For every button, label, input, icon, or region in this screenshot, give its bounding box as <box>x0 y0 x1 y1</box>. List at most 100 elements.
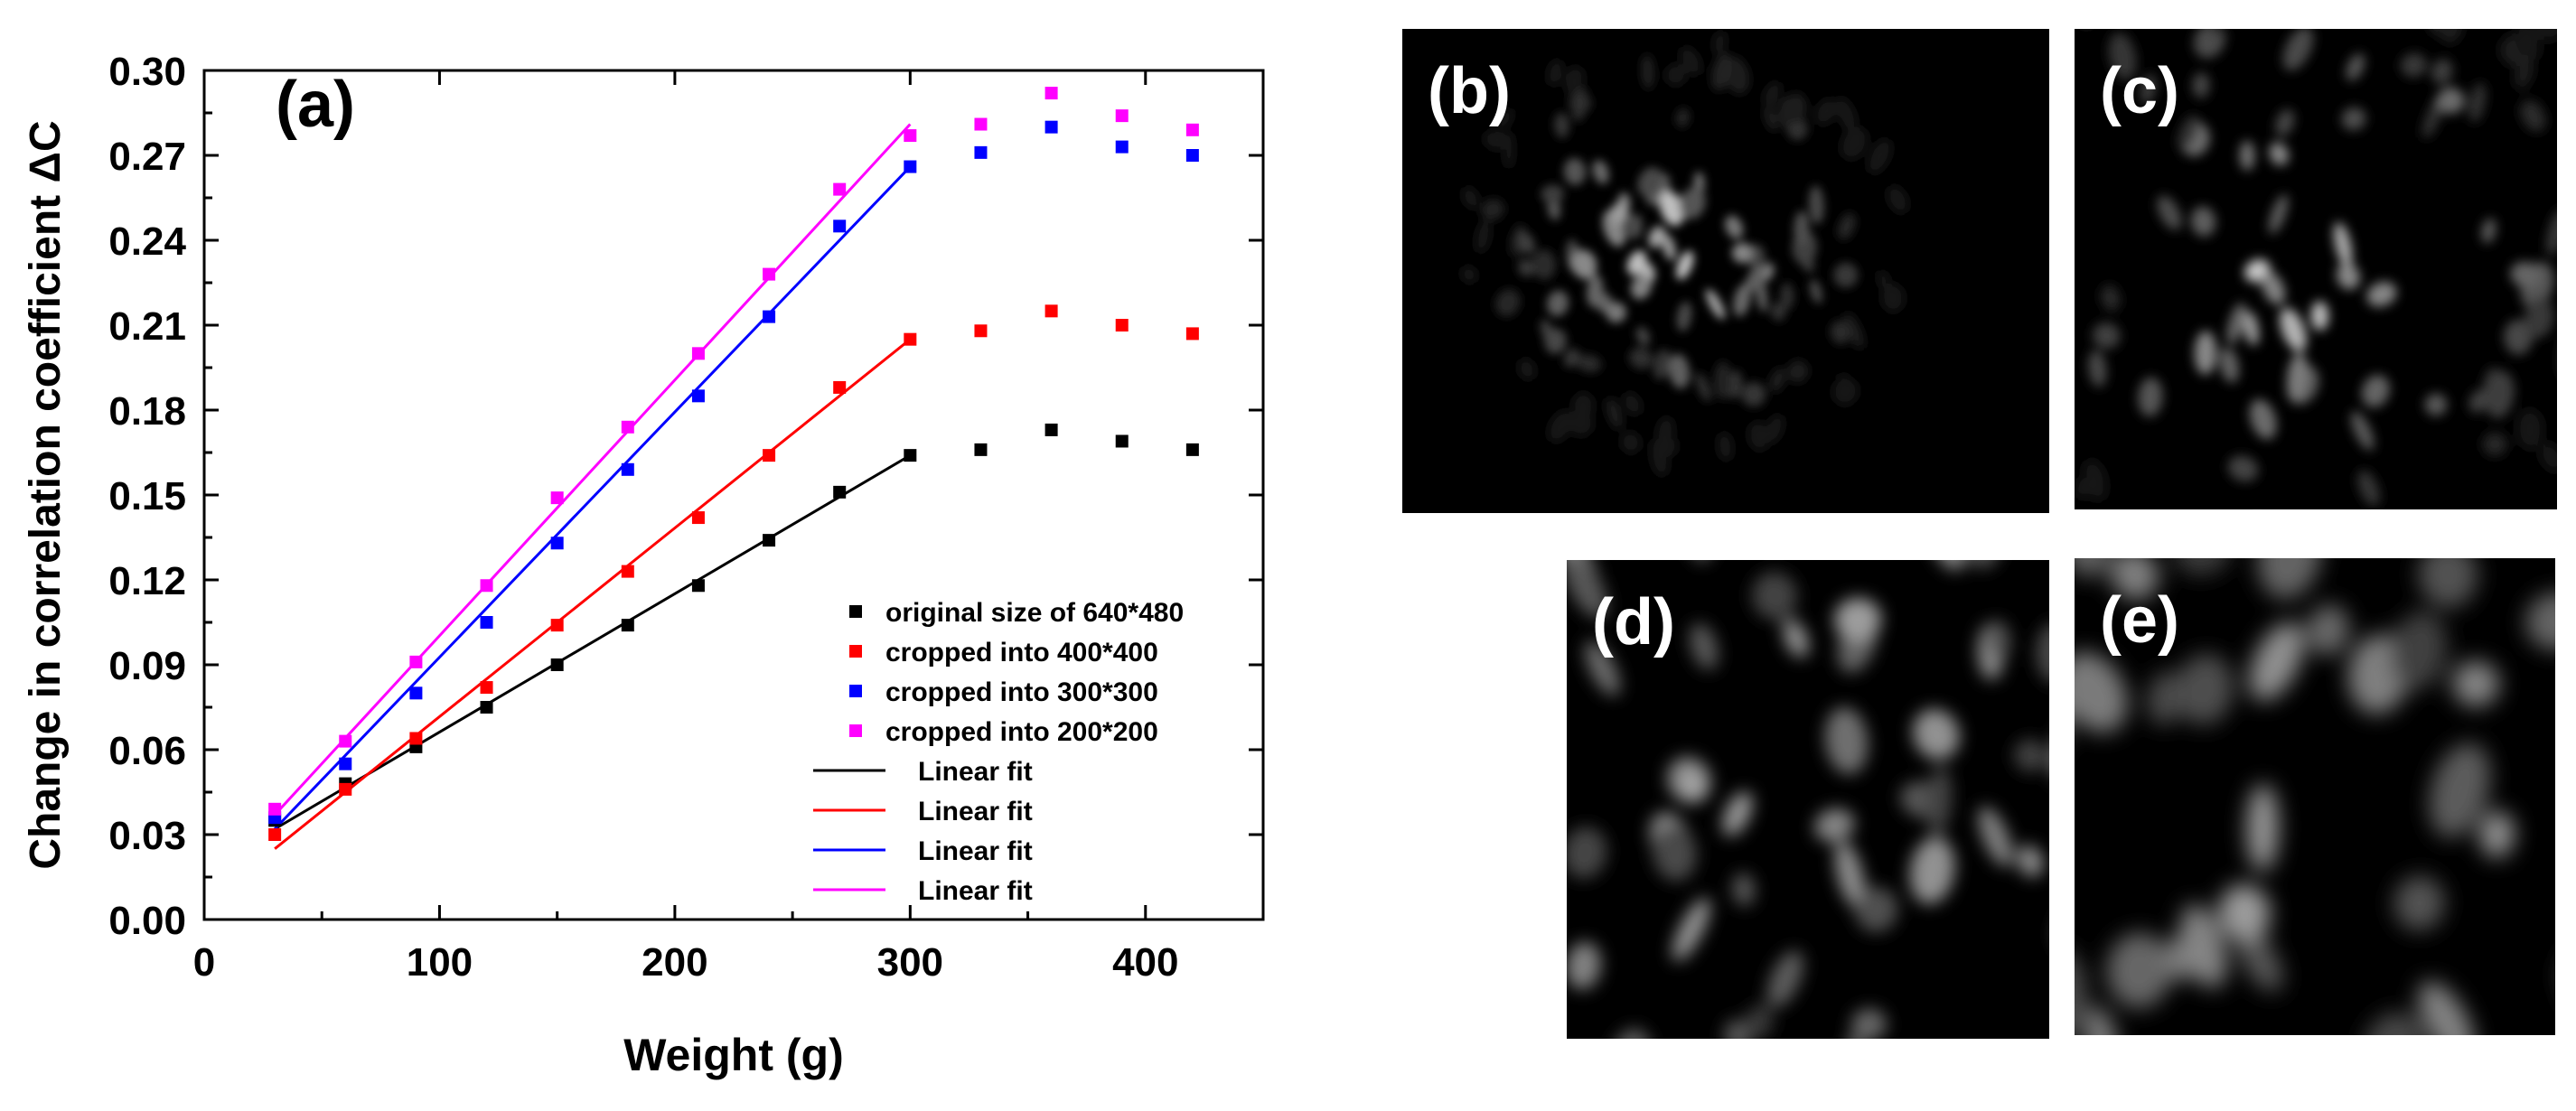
data-point-3 <box>1115 109 1129 123</box>
data-point-2 <box>409 686 423 700</box>
data-point-3 <box>974 117 988 131</box>
y-tick-label: 0.18 <box>108 389 186 434</box>
data-point-1 <box>339 782 352 796</box>
data-point-2 <box>763 310 776 323</box>
data-point-0 <box>1044 423 1058 436</box>
data-point-1 <box>480 681 493 695</box>
y-tick-label: 0.12 <box>108 559 186 603</box>
x-tick-label: 400 <box>1112 940 1178 985</box>
legend-entry: cropped into 200*200 <box>885 717 1158 747</box>
data-point-3 <box>904 129 917 143</box>
speckle-image-d: (d) <box>1567 560 2049 1039</box>
data-point-1 <box>409 732 423 745</box>
data-point-0 <box>691 579 705 593</box>
panel-label-c: (c) <box>2100 55 2179 127</box>
axis-ticks: 0.00 0.03 0.06 0.09 0.12 0.15 0.18 0.21 0.24 0.27… <box>108 50 1263 985</box>
legend-fit-entry: Linear fit <box>918 836 1033 866</box>
data-point-0 <box>833 485 847 499</box>
fit-line-1 <box>274 338 912 850</box>
data-point-2 <box>974 145 988 159</box>
y-tick-label: 0.30 <box>108 50 186 94</box>
data-point-2 <box>691 389 705 403</box>
legend-marker <box>849 724 862 737</box>
legend-fit-entry: Linear fit <box>918 757 1033 787</box>
y-tick-label: 0.24 <box>108 219 186 264</box>
legend-entry: cropped into 300*300 <box>885 677 1158 707</box>
x-tick-label: 100 <box>407 940 473 985</box>
data-point-0 <box>1115 434 1129 448</box>
data-point-1 <box>1115 319 1129 331</box>
data-point-2 <box>1185 149 1199 162</box>
fit-line-0 <box>274 453 912 831</box>
legend-fit-entry: Linear fit <box>918 876 1033 906</box>
y-tick-label: 0.00 <box>108 899 186 943</box>
data-point-1 <box>904 332 917 346</box>
data-point-0 <box>550 658 564 671</box>
data-point-2 <box>1115 140 1129 154</box>
data-point-3 <box>550 491 564 505</box>
panel-label-e: (e) <box>2100 584 2179 657</box>
data-point-2 <box>480 616 493 629</box>
y-tick-label: 0.09 <box>108 644 186 688</box>
y-tick-label: 0.15 <box>108 474 186 518</box>
legend-marker <box>849 685 862 697</box>
data-point-2 <box>550 537 564 550</box>
data-point-3 <box>1044 87 1058 100</box>
data-point-1 <box>1044 304 1058 318</box>
data-point-0 <box>1185 443 1199 456</box>
data-point-3 <box>480 579 493 593</box>
speckle-image-e: (e) <box>2075 558 2555 1035</box>
data-point-2 <box>904 160 917 173</box>
legend: original size of 640*480 cropped into 400… <box>813 598 1184 906</box>
legend-marker <box>849 645 862 658</box>
speckle-image-c: (c) <box>2075 29 2557 509</box>
data-point-0 <box>763 534 776 547</box>
y-tick-label: 0.21 <box>108 304 186 349</box>
x-tick-label: 200 <box>642 940 707 985</box>
panel-label-a: (a) <box>276 69 355 141</box>
data-point-3 <box>833 182 847 196</box>
y-tick-label: 0.03 <box>108 814 186 858</box>
data-point-2 <box>339 757 352 770</box>
data-point-1 <box>833 380 847 394</box>
data-point-3 <box>1185 123 1199 136</box>
legend-entry: original size of 640*480 <box>885 598 1184 628</box>
x-axis-label: Weight (g) <box>623 1030 843 1080</box>
fit-line-2 <box>274 165 912 830</box>
data-point-0 <box>904 449 917 462</box>
legend-entry: cropped into 400*400 <box>885 638 1158 668</box>
data-point-3 <box>268 802 282 816</box>
data-point-2 <box>621 462 634 476</box>
data-point-3 <box>339 734 352 748</box>
data-point-3 <box>691 347 705 360</box>
data-point-2 <box>1044 120 1058 134</box>
x-tick-label: 0 <box>193 940 215 985</box>
data-point-3 <box>409 655 423 668</box>
x-tick-label: 300 <box>877 940 943 985</box>
fit-line-3 <box>274 123 912 817</box>
panel-label-d: (d) <box>1592 586 1675 658</box>
y-tick-label: 0.27 <box>108 135 186 179</box>
data-point-0 <box>621 619 634 632</box>
data-point-1 <box>621 565 634 578</box>
data-point-1 <box>550 619 564 632</box>
fit-lines <box>274 123 912 850</box>
data-point-0 <box>480 701 493 714</box>
data-point-3 <box>621 420 634 434</box>
legend-marker <box>849 605 862 618</box>
data-point-1 <box>691 511 705 525</box>
data-point-1 <box>974 324 988 338</box>
speckle-image-b: (b) <box>1402 29 2049 513</box>
plot-frame <box>202 69 1265 921</box>
data-point-2 <box>833 219 847 233</box>
y-tick-label: 0.06 <box>108 729 186 773</box>
y-axis-label: Change in correlation coefficient ΔC <box>22 120 70 869</box>
data-points <box>268 87 1199 841</box>
panel-label-b: (b) <box>1428 55 1511 127</box>
data-point-1 <box>1185 327 1199 341</box>
legend-fit-entry: Linear fit <box>918 797 1033 826</box>
chart-a: 0.00 0.03 0.06 0.09 0.12 0.15 0.18 0.21 0.24 0.27… <box>22 50 1265 1080</box>
data-point-3 <box>763 267 776 281</box>
data-point-1 <box>268 828 282 841</box>
data-point-0 <box>974 443 988 456</box>
